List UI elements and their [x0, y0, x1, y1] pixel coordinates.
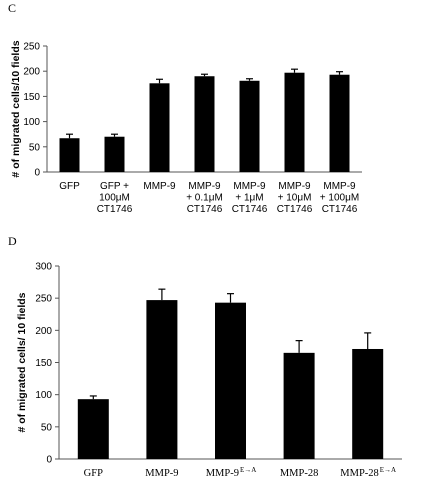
- bar: [352, 348, 384, 459]
- bar: [284, 72, 305, 172]
- y-tick-label: 100: [35, 390, 52, 401]
- y-tick-label: 150: [35, 358, 52, 369]
- x-category-label-line: GFP: [59, 181, 80, 192]
- bar: [194, 76, 215, 172]
- y-tick-label: 250: [35, 294, 52, 305]
- x-category-label: MMP-9: [145, 468, 178, 479]
- x-category-label-line: MMP-9: [278, 181, 311, 192]
- bar: [59, 138, 80, 172]
- x-category-label-line: MMP-9: [323, 181, 356, 192]
- bar: [329, 74, 350, 172]
- y-axis-title: # of migrated cells/ 10 fields: [16, 292, 28, 432]
- y-tick-label: 150: [23, 92, 40, 103]
- y-tick-label: 50: [41, 422, 53, 433]
- x-category-label: MMP-28: [280, 468, 319, 479]
- y-tick-label: 300: [35, 262, 52, 273]
- x-category-label: MMP-9 + 0.1μM CT1746: [186, 181, 223, 215]
- x-category-label-line: 100μM: [99, 193, 130, 204]
- x-category-label: GFP: [84, 468, 103, 479]
- x-category-label-line: + 100μM: [320, 193, 359, 204]
- x-category-label: MMP-9 + 100μM CT1746: [320, 181, 359, 215]
- y-tick-label: 50: [29, 142, 41, 153]
- x-category-label-line: MMP-9: [233, 181, 266, 192]
- panel-letter-c: C: [8, 1, 16, 15]
- bar: [283, 352, 315, 459]
- x-category-label-line: MMP-9: [145, 468, 178, 479]
- x-category-label: MMP-9: [143, 181, 176, 192]
- y-tick-label: 200: [23, 67, 40, 78]
- y-axis-title: # of migrated cells/10 fields: [10, 40, 22, 177]
- x-category-label-line: CT1746: [322, 204, 358, 215]
- x-category-label-line: + 0.1μM: [186, 193, 223, 204]
- y-tick-label: 100: [23, 117, 40, 128]
- x-category-label: GFP +100μM CT1746: [97, 181, 133, 215]
- x-category-label: MMP-28E→A: [340, 466, 396, 479]
- bar: [215, 302, 246, 459]
- x-category-label-line: MMP-9: [206, 468, 239, 479]
- x-category-label-line: MMP-9: [188, 181, 221, 192]
- y-tick-label: 200: [35, 326, 52, 337]
- bar: [77, 399, 109, 459]
- x-category-label-line: CT1746: [97, 204, 133, 215]
- x-category-label-line: GFP: [84, 468, 103, 479]
- y-tick-label: 0: [34, 168, 40, 179]
- x-category-label-line: MMP-28: [340, 468, 379, 479]
- x-category-label-line: CT1746: [232, 204, 268, 215]
- y-tick-label: 250: [23, 42, 40, 53]
- x-category-label: MMP-9 + 1μM CT1746: [232, 181, 268, 215]
- panel-letter-d: D: [8, 234, 17, 248]
- bar: [146, 300, 178, 459]
- x-category-label-line: MMP-28: [280, 468, 319, 479]
- x-category-label-line: + 10μM: [278, 193, 312, 204]
- x-category-label-superscript: E→A: [380, 466, 396, 474]
- bar: [149, 83, 170, 172]
- x-category-label: GFP: [59, 181, 80, 192]
- x-category-label-line: MMP-9: [143, 181, 176, 192]
- y-tick-label: 0: [46, 455, 52, 466]
- bar: [104, 136, 125, 172]
- x-category-label-superscript: E→A: [240, 466, 256, 474]
- x-category-label: MMP-9E→A: [206, 466, 257, 479]
- x-category-label: MMP-9 + 10μM CT1746: [277, 181, 313, 215]
- bar: [239, 80, 260, 172]
- x-category-label-line: CT1746: [187, 204, 223, 215]
- x-category-label-line: GFP +: [100, 181, 129, 192]
- x-category-label-line: + 1μM: [235, 193, 263, 204]
- x-category-label-line: CT1746: [277, 204, 313, 215]
